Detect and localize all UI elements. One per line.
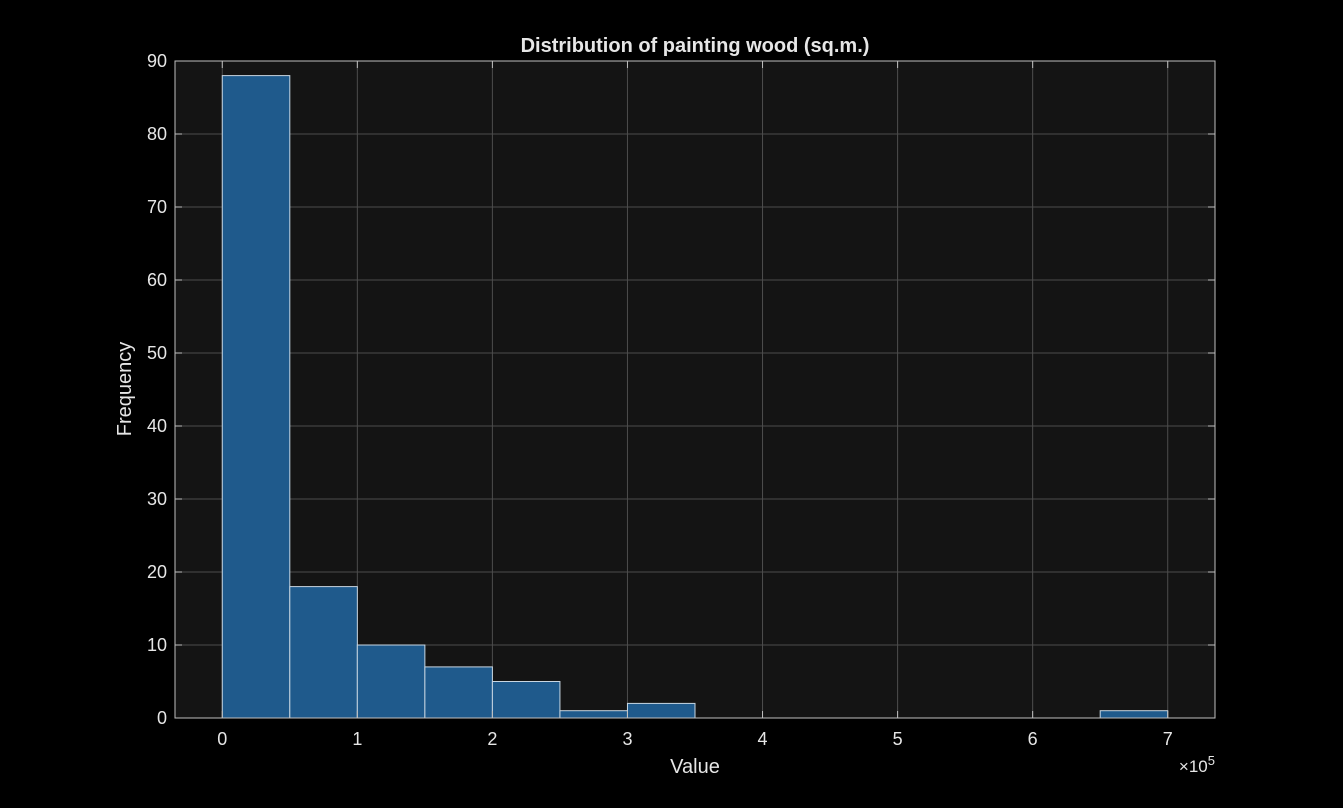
x-axis-label: Value bbox=[670, 756, 720, 778]
axes-frame bbox=[174, 60, 1216, 719]
y-tick-label: 30 bbox=[147, 489, 167, 509]
y-tick-label: 10 bbox=[147, 635, 167, 655]
y-tick-label: 50 bbox=[147, 343, 167, 363]
x-tick-label: 1 bbox=[352, 729, 362, 749]
histogram-bar bbox=[289, 586, 358, 719]
y-tick-label: 90 bbox=[147, 51, 167, 71]
x-tick-label: 2 bbox=[487, 729, 497, 749]
y-tick-label: 60 bbox=[147, 270, 167, 290]
x-tick-label: 3 bbox=[622, 729, 632, 749]
x-axis-exponent-power: 5 bbox=[1208, 753, 1215, 768]
y-axis-ticks: 0 10 20 30 40 50 60 70 80 90 bbox=[147, 51, 1215, 728]
histogram-bar bbox=[1099, 710, 1169, 719]
x-axis-ticks: 0 1 2 3 4 5 6 7 bbox=[217, 61, 1173, 749]
histogram-bar bbox=[626, 702, 696, 719]
histogram-bar bbox=[491, 681, 561, 719]
y-tick-label: 70 bbox=[147, 197, 167, 217]
histogram-bar bbox=[559, 710, 628, 719]
y-tick-label: 20 bbox=[147, 562, 167, 582]
y-axis-label: Frequency bbox=[114, 342, 136, 437]
x-tick-label: 6 bbox=[1028, 729, 1038, 749]
y-tick-label: 0 bbox=[157, 708, 167, 728]
histogram-bar bbox=[221, 75, 291, 719]
bars bbox=[221, 75, 1169, 719]
y-tick-label: 40 bbox=[147, 416, 167, 436]
x-tick-label: 5 bbox=[893, 729, 903, 749]
chart-title: Distribution of painting wood (sq.m.) bbox=[521, 35, 870, 57]
x-tick-label: 4 bbox=[758, 729, 768, 749]
x-tick-label: 0 bbox=[217, 729, 227, 749]
x-tick-label: 7 bbox=[1163, 729, 1173, 749]
x-axis-exponent: ×105 bbox=[1179, 753, 1215, 776]
x-axis-exponent-base: ×10 bbox=[1179, 757, 1208, 776]
histogram-bar bbox=[356, 644, 426, 719]
histogram-bar bbox=[424, 666, 493, 719]
y-tick-label: 80 bbox=[147, 124, 167, 144]
